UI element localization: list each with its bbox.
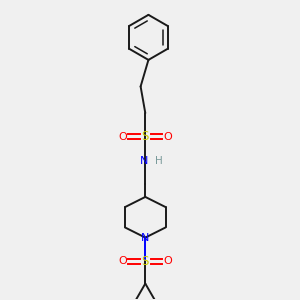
- Text: S: S: [142, 255, 149, 268]
- Text: S: S: [142, 130, 149, 143]
- Text: N: N: [140, 156, 148, 166]
- Text: O: O: [118, 131, 127, 142]
- Text: O: O: [164, 256, 172, 266]
- Text: O: O: [118, 256, 127, 266]
- Text: O: O: [164, 131, 172, 142]
- Text: H: H: [154, 156, 162, 166]
- Text: N: N: [141, 232, 149, 243]
